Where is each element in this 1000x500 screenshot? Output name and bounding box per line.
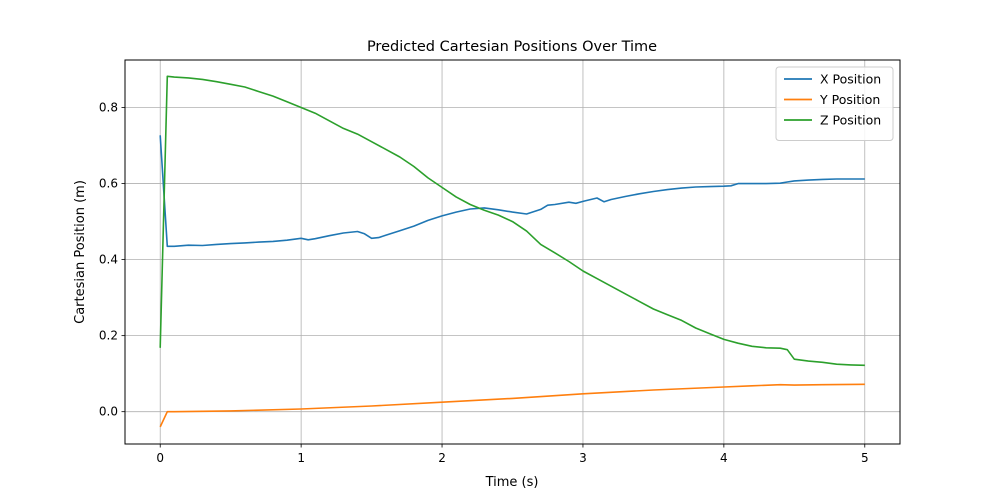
y-tick-label: 0.8 [99, 101, 118, 115]
plot-frame [124, 59, 901, 445]
axis-ticks: 0 1 2 3 4 5 0.0 0.2 0.4 0.6 0.8 [99, 101, 869, 465]
chart-title: Predicted Cartesian Positions Over Time [367, 39, 657, 55]
series-line-z-position [159, 75, 865, 367]
series-line-x-position [159, 135, 865, 248]
y-tick-label: 0.4 [99, 253, 118, 267]
x-tick-label: 3 [579, 451, 587, 465]
x-tick-label: 0 [156, 451, 164, 465]
y-tick-label: 0.2 [99, 329, 118, 343]
x-tick-label: 4 [720, 451, 728, 465]
plot-series [159, 75, 865, 428]
series-line-y-position [159, 383, 865, 428]
y-tick-label: 0.6 [99, 177, 118, 191]
x-axis-label: Time (s) [485, 475, 539, 490]
x-tick-label: 2 [438, 451, 446, 465]
y-axis-label: Cartesian Position (m) [73, 180, 88, 324]
x-tick-label: 5 [861, 451, 869, 465]
y-tick-label: 0.0 [99, 405, 118, 419]
legend: X Position Y Position Z Position [775, 66, 894, 141]
legend-label: Z Position [820, 113, 881, 128]
legend-box [775, 66, 894, 141]
x-tick-label: 1 [297, 451, 305, 465]
legend-label: X Position [820, 72, 881, 87]
legend-label: Y Position [819, 92, 880, 107]
